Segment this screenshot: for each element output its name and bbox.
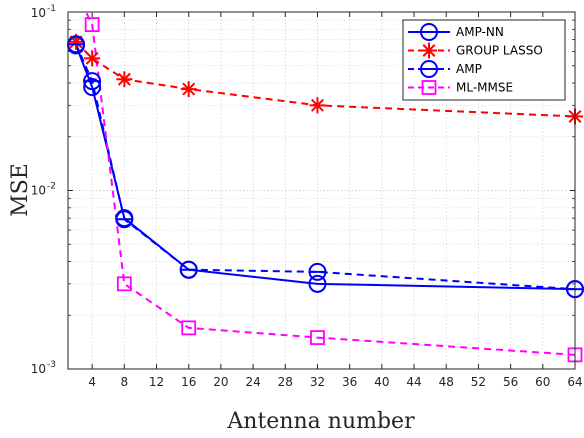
y-tick-label-exponent: -1	[47, 4, 56, 14]
legend-entry: GROUP LASSO	[408, 42, 543, 59]
x-tick-label: 36	[342, 375, 357, 389]
legend-label: AMP	[456, 62, 482, 76]
x-tick-label: 28	[278, 375, 293, 389]
x-axis-ticks: 4 8 12 16 20 24 28 32 36 40 44 48 52 56 60 64	[88, 12, 583, 389]
x-tick-label: 32	[310, 375, 325, 389]
x-tick-label: 40	[374, 375, 389, 389]
data-point	[83, 78, 102, 97]
legend-label: ML-MMSE	[456, 81, 513, 95]
y-axis-title: MSE	[8, 163, 33, 217]
markers-layer	[67, 17, 584, 363]
data-point	[310, 330, 325, 345]
x-tick-label: 48	[439, 375, 454, 389]
data-point	[308, 274, 327, 293]
x-tick-label: 20	[213, 375, 228, 389]
y-tick-label-exponent: -3	[47, 360, 56, 370]
data-point-d2	[85, 51, 99, 65]
legend-swatch-marker-d2	[422, 44, 436, 57]
legend-label: GROUP LASSO	[456, 44, 543, 58]
data-point-d2	[117, 72, 131, 86]
legend-entry: ML-MMSE	[408, 80, 513, 95]
data-point	[84, 17, 100, 32]
x-tick-label: 16	[181, 375, 196, 389]
series-line-2	[75, 43, 575, 291]
y-tick-label-base: 10	[31, 6, 46, 20]
y-tick-label-base: 10	[31, 184, 46, 198]
data-point	[84, 50, 101, 67]
x-tick-label: 52	[471, 375, 486, 389]
data-point-d2	[311, 98, 324, 112]
data-point	[116, 276, 132, 292]
series-line-3	[84, 12, 575, 356]
legend: AMP-NN GROUP LASSO AMP ML-MMSE	[402, 19, 566, 101]
x-axis-title: Antenna number	[226, 409, 415, 434]
data-point	[180, 81, 197, 98]
y-tick-label-base: 10	[31, 362, 46, 376]
legend-entry: AMP-NN	[408, 23, 504, 41]
x-tick-label: 12	[149, 375, 164, 389]
y-tick-label: 10 -3	[31, 360, 56, 376]
legend-swatch-marker	[421, 80, 437, 95]
grid	[68, 11, 576, 370]
legend-entry: AMP	[408, 60, 482, 78]
x-tick-label: 8	[121, 375, 129, 389]
data-point	[309, 97, 326, 114]
y-axis-ticks: 10-310-210-1	[31, 4, 575, 376]
legend-swatch-marker	[420, 23, 438, 41]
legend-swatch-marker	[421, 42, 437, 59]
y-tick-label-exponent: -2	[47, 182, 56, 192]
data-point-d2	[182, 82, 196, 96]
x-tick-label: 4	[88, 375, 96, 389]
x-tick-label: 64	[567, 375, 582, 389]
x-tick-label: 24	[245, 375, 260, 389]
y-tick-label: 10 -1	[31, 4, 56, 20]
x-tick-label: 56	[503, 375, 518, 389]
data-point	[181, 320, 197, 336]
x-tick-label: 44	[406, 375, 421, 389]
x-tick-label: 60	[535, 375, 550, 389]
y-tick-label: 10 -2	[31, 182, 56, 198]
data-point	[116, 71, 133, 88]
legend-label: AMP-NN	[456, 25, 504, 39]
